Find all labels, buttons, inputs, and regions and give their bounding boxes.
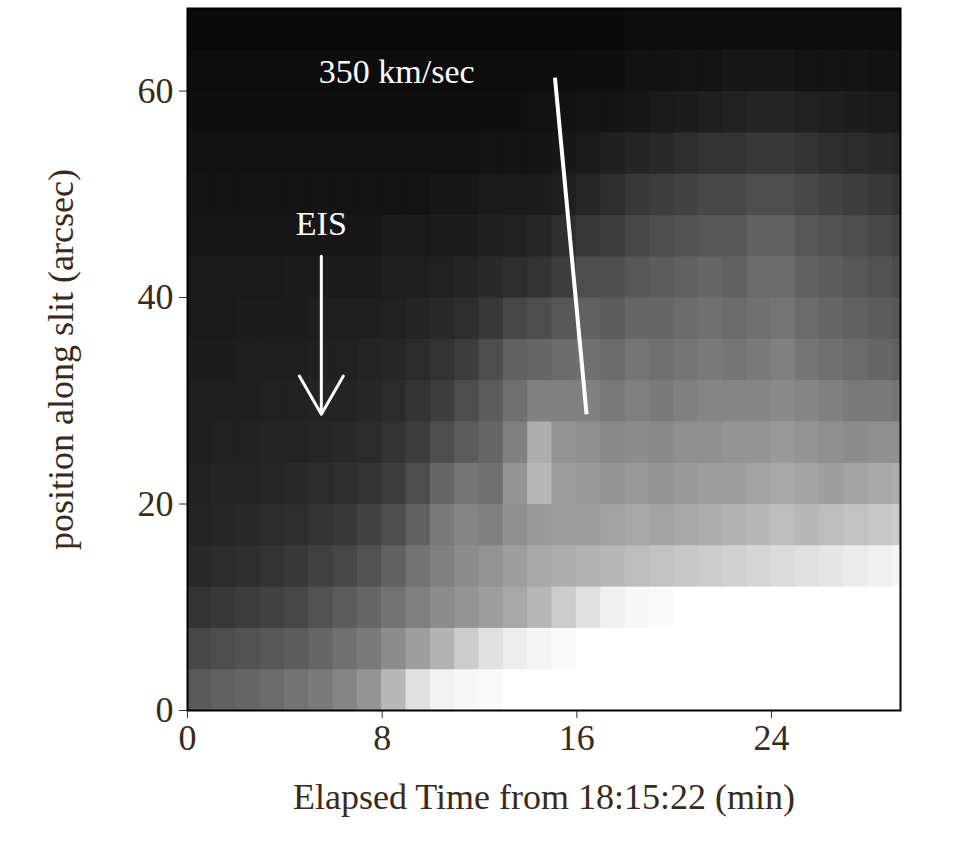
svg-text:position along slit (arcsec): position along slit (arcsec): [41, 169, 81, 550]
svg-text:EIS: EIS: [296, 205, 347, 242]
svg-text:0: 0: [179, 718, 197, 758]
svg-text:0: 0: [156, 690, 174, 730]
svg-text:40: 40: [138, 277, 174, 317]
svg-text:Elapsed Time from 18:15:22 (mi: Elapsed Time from 18:15:22 (min): [293, 777, 795, 817]
svg-text:8: 8: [373, 718, 391, 758]
svg-text:24: 24: [754, 718, 790, 758]
svg-text:20: 20: [138, 484, 174, 524]
svg-text:16: 16: [559, 718, 595, 758]
svg-text:60: 60: [138, 71, 174, 111]
svg-text:350 km/sec: 350 km/sec: [319, 53, 475, 90]
